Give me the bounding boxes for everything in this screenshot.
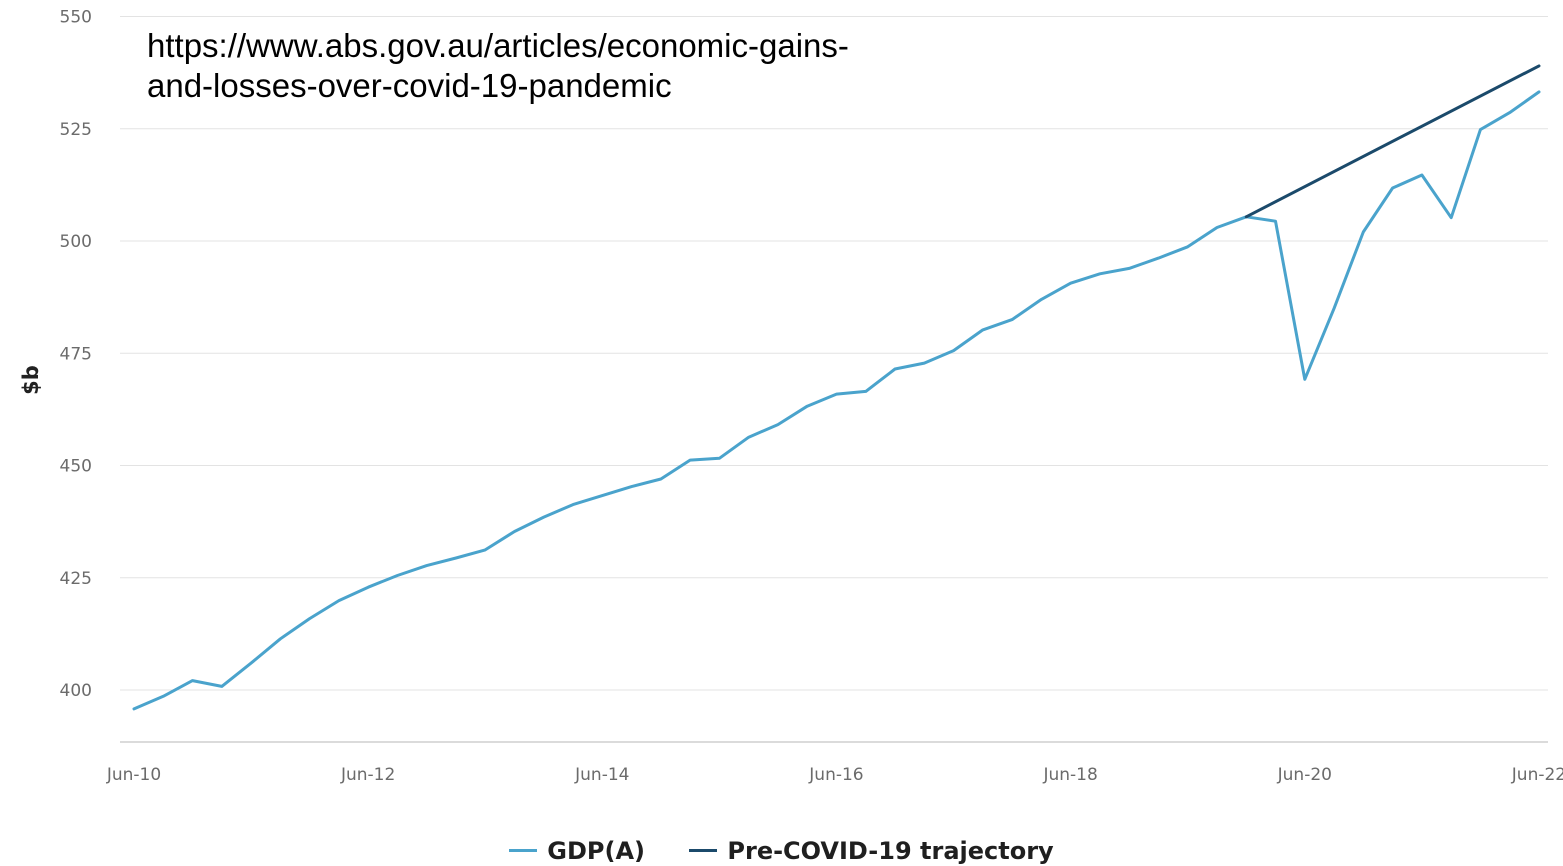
x-tick-label: Jun-12	[340, 765, 395, 785]
x-tick-label: Jun-16	[808, 765, 863, 785]
y-tick-label: 550	[60, 8, 92, 28]
legend-item-trajectory: Pre-COVID-19 trajectory	[689, 836, 1054, 865]
x-axis-ticks: Jun-10 Jun-12 Jun-14 Jun-16 Jun-18 Jun-20 Jun-…	[106, 765, 1563, 785]
grid-lines	[120, 16, 1548, 691]
series-line-pre-covid-trajectory	[1244, 64, 1541, 219]
x-tick-label: Jun-22	[1511, 765, 1563, 785]
x-tick-label: Jun-10	[106, 765, 161, 785]
series-lines	[132, 64, 1541, 711]
y-tick-label: 450	[60, 457, 92, 477]
y-axis-label: $b	[19, 365, 43, 395]
y-tick-label: 400	[60, 681, 92, 701]
x-tick-label: Jun-14	[574, 765, 629, 785]
y-axis-ticks: 400 425 450 475 500 525 550	[60, 8, 92, 702]
legend-item-gdp: GDP(A)	[509, 837, 645, 865]
legend-swatch-gdp	[509, 849, 538, 852]
y-tick-label: 525	[60, 120, 92, 140]
source-url-annotation: https://www.abs.gov.au/articles/economic…	[147, 27, 849, 104]
series-line-gdp	[132, 90, 1541, 711]
legend: GDP(A) Pre-COVID-19 trajectory	[0, 830, 1563, 865]
y-tick-label: 425	[60, 569, 92, 589]
y-tick-label: 475	[60, 344, 92, 364]
legend-label-gdp: GDP(A)	[547, 836, 646, 865]
legend-label-trajectory: Pre-COVID-19 trajectory	[727, 836, 1054, 865]
x-tick-label: Jun-18	[1042, 765, 1097, 785]
y-tick-label: 500	[60, 232, 92, 252]
legend-swatch-trajectory	[689, 849, 718, 852]
x-tick-label: Jun-20	[1277, 765, 1332, 785]
